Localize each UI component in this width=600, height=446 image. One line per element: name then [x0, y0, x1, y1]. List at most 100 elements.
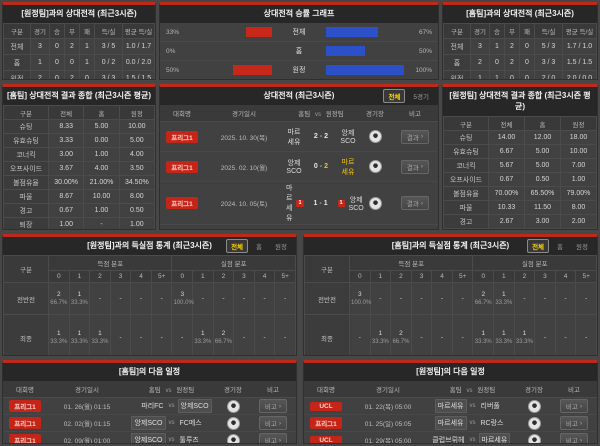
- vs-label: vs: [469, 437, 476, 443]
- note-button[interactable]: 비고 ›: [559, 399, 589, 413]
- result-button[interactable]: 결과 ›: [400, 196, 430, 210]
- header-row: 대회명 경기일시 홈팀 vs 원정팀 경기장 비고: [160, 105, 438, 122]
- home-score: 1: [313, 199, 318, 207]
- stadium-icon[interactable]: [368, 130, 382, 143]
- header-row: 구분 경기 승 무 패 득/실 평균 득/실: [3, 23, 155, 39]
- stadium-icon[interactable]: [226, 416, 240, 430]
- cell: 10.00: [560, 144, 597, 159]
- col-header: 0: [48, 270, 70, 283]
- col-header: 평균 득/실: [562, 23, 597, 39]
- col-header-league: 대회명: [3, 381, 47, 398]
- col-header-datetime: 경기일시: [204, 105, 284, 122]
- stadium-icon[interactable]: [368, 196, 382, 210]
- col-header-match: 홈팀 vs 원정팀: [428, 381, 517, 398]
- cell: 2.00: [560, 214, 597, 229]
- col-header: 득/실: [94, 23, 123, 39]
- note-button[interactable]: 비고 ›: [258, 416, 288, 430]
- cell-stadium: [517, 414, 551, 432]
- cell: 8.67: [47, 189, 85, 204]
- tab-away[interactable]: 원정: [576, 244, 588, 251]
- winrate-left-value: 33%: [166, 28, 180, 36]
- cell-stadium: [216, 397, 250, 415]
- cell-datetime: 01. 29(목) 05:00: [348, 431, 428, 443]
- note-button[interactable]: 비고 ›: [559, 433, 589, 443]
- row-label: 볼점유율: [443, 186, 489, 201]
- cell-note: 비고 ›: [250, 397, 296, 415]
- col-header-league: 대회명: [160, 105, 204, 122]
- note-button[interactable]: 비고 ›: [258, 433, 288, 443]
- cell: 5 / 3: [534, 38, 563, 55]
- schedule-home-table: 대회명 경기일시 홈팀 vs 원정팀 경기장 비고 프리그1 01. 26(월)…: [3, 381, 296, 443]
- tab-away[interactable]: 원정: [275, 244, 287, 251]
- cell-match: 클럽브뤼헤 vs 마르세유: [428, 431, 517, 443]
- note-button[interactable]: 비고 ›: [258, 399, 288, 413]
- winrate-label: 원정: [292, 67, 306, 74]
- cell: 1 33.3%: [68, 314, 91, 355]
- cell: 1.00: [488, 228, 525, 229]
- cell: 12.00: [524, 130, 561, 145]
- col-header: 0: [472, 270, 495, 283]
- stadium-icon[interactable]: [368, 160, 382, 173]
- cell: 3.00: [524, 214, 561, 229]
- result-button[interactable]: 결과 ›: [400, 129, 430, 144]
- stadium-icon[interactable]: [527, 433, 541, 443]
- cell: 1 33.3%: [493, 282, 515, 315]
- cell: 65.50%: [524, 186, 561, 201]
- winrate-track-left: [194, 27, 272, 37]
- score-dash: -: [319, 199, 322, 207]
- header-row: 구분 득점 분포 실점 분포: [3, 255, 296, 283]
- cell: 1.7 / 1.0: [562, 38, 597, 55]
- tab-home[interactable]: 홈: [557, 244, 564, 251]
- cell: 5.67: [488, 158, 525, 173]
- away-team: 앙제SCO: [177, 399, 212, 413]
- header-row: 구분 득점 분포 실점 분포: [304, 255, 597, 283]
- away-score: 2: [324, 163, 329, 170]
- cell: 1.00: [83, 203, 120, 218]
- note-button[interactable]: 비고 ›: [559, 416, 589, 430]
- panel-title: [원정팀]과의 득실점 통계 (최근3시즌) 전체 홈 원정: [3, 237, 296, 255]
- tab-all[interactable]: 전체: [383, 89, 406, 103]
- col-header: 승: [49, 23, 65, 39]
- cell: 3 / 3: [94, 70, 123, 79]
- arrow-icon: ›: [579, 419, 583, 427]
- winrate-red-bar-2: [233, 65, 272, 75]
- tab-home[interactable]: 홈: [256, 244, 263, 251]
- result-button-label: 결과: [406, 134, 419, 142]
- table-row: 코너킥 5.67 5.00 7.00: [443, 158, 597, 173]
- col-header: 구분: [443, 23, 471, 39]
- cell: 21.00%: [83, 175, 120, 190]
- cell: 0: [504, 70, 520, 79]
- away-label: 원정팀: [325, 111, 344, 118]
- away-label: 원정팀: [176, 387, 195, 394]
- cell-stadium: [517, 397, 551, 415]
- cell: 1.0 / 1.7: [122, 38, 155, 55]
- col-header: 5+: [150, 270, 173, 283]
- cell-stadium: [358, 121, 392, 152]
- cell-match: 앙제SCO vs FC메스: [127, 414, 216, 432]
- tab-all[interactable]: 전체: [527, 239, 550, 253]
- cell-league: 프리그1: [3, 414, 47, 432]
- cell: 2.67: [488, 214, 525, 229]
- match-filter-tabs: 전체 5경기: [383, 89, 434, 103]
- row-label: 원정: [3, 70, 31, 79]
- cell: -: [253, 314, 276, 355]
- header-row: 대회명 경기일시 홈팀 vs 원정팀 경기장 비고: [304, 381, 597, 398]
- cell-note: 비고 ›: [551, 397, 597, 415]
- col-header-note: 비고: [250, 381, 296, 398]
- result-button[interactable]: 결과 ›: [400, 159, 430, 174]
- tab-all[interactable]: 전체: [226, 239, 249, 253]
- cell: 5.00: [524, 144, 561, 159]
- stadium-icon[interactable]: [527, 416, 541, 430]
- stadium-icon[interactable]: [527, 399, 541, 413]
- col-group-scored: 득점 분포: [348, 255, 474, 271]
- col-header: 득/실: [534, 23, 563, 39]
- cell: 0: [49, 54, 65, 71]
- cell: -: [390, 282, 412, 315]
- stadium-icon[interactable]: [226, 433, 240, 443]
- stadium-icon[interactable]: [226, 399, 240, 413]
- cell-datetime: 2025. 02. 10(월): [204, 151, 284, 182]
- cell: 3.50: [118, 161, 155, 176]
- tab-last5[interactable]: 5경기: [413, 94, 429, 101]
- row-label: 유효슈팅: [443, 144, 489, 159]
- cell-stadium: [358, 151, 392, 182]
